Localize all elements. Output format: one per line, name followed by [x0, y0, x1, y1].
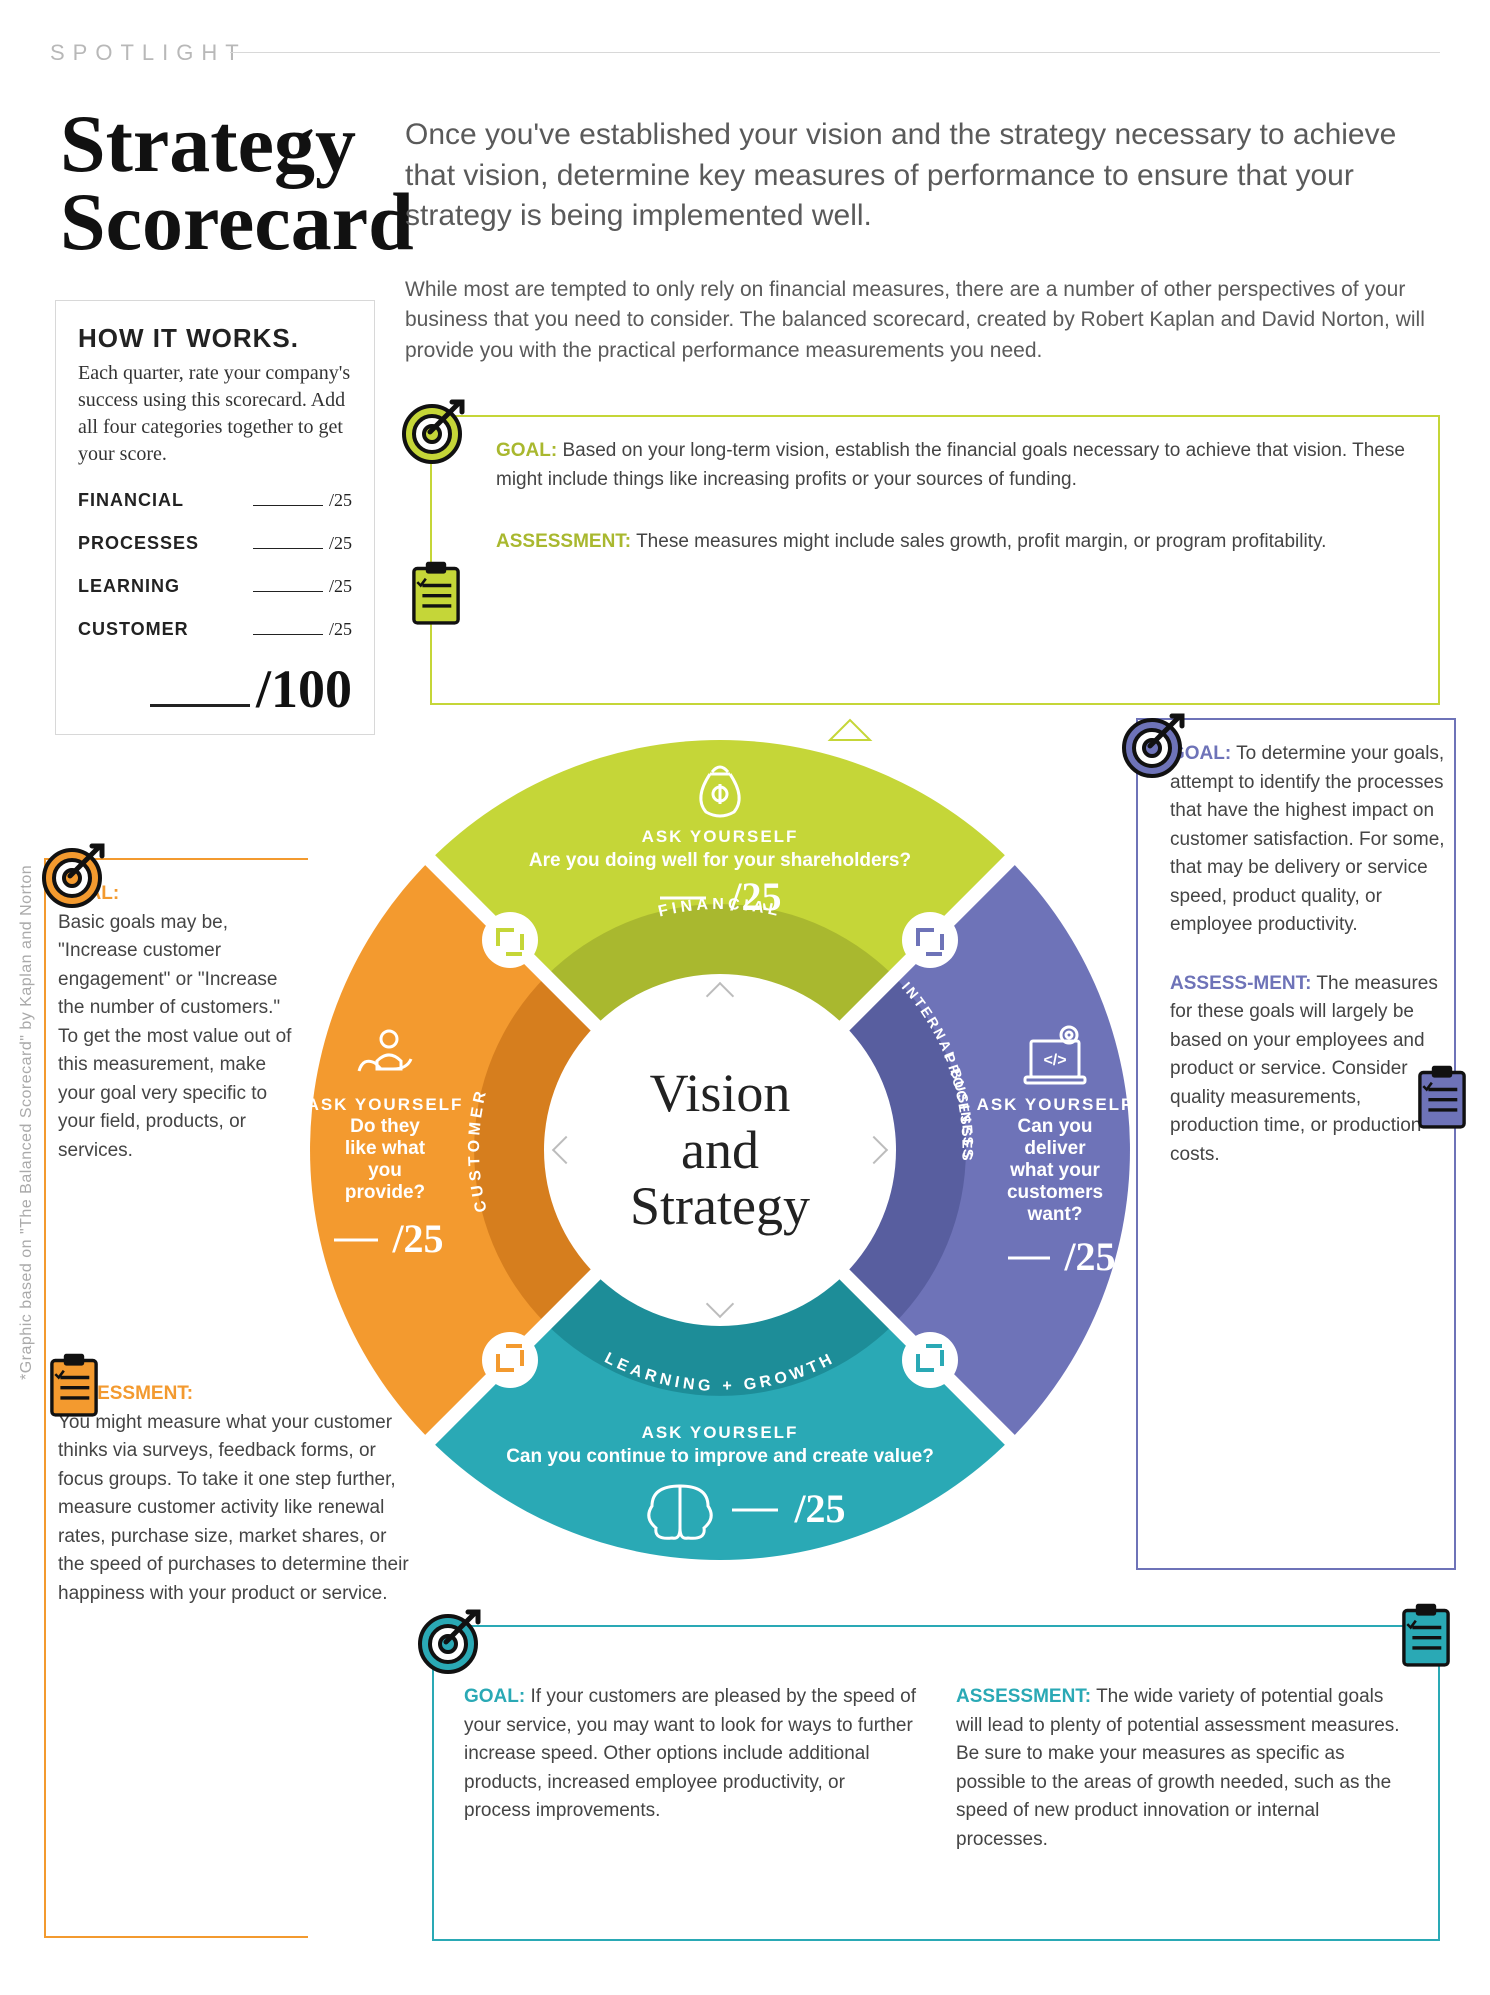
- svg-text:Do they: Do they: [350, 1116, 420, 1137]
- svg-text:ASK YOURSELF: ASK YOURSELF: [307, 1095, 464, 1114]
- header-divider: [230, 52, 1440, 53]
- score-max: /25: [253, 533, 352, 554]
- svg-text:like what: like what: [345, 1138, 426, 1159]
- page: SPOTLIGHT Strategy Scorecard Once you've…: [0, 0, 1490, 1995]
- svg-text:you: you: [368, 1160, 402, 1181]
- svg-text:ASK YOURSELF: ASK YOURSELF: [977, 1095, 1134, 1114]
- graphic-credit: *Graphic based on "The Balanced Scorecar…: [18, 865, 36, 1380]
- bracket-bottom-right: [902, 1332, 958, 1388]
- score-max: /25: [253, 490, 352, 511]
- callout-pointer-financial: [830, 720, 870, 740]
- clipboard-icon: [1408, 1064, 1476, 1132]
- score-label: LEARNING: [78, 576, 180, 597]
- svg-text:/25: /25: [729, 874, 781, 919]
- score-label: FINANCIAL: [78, 490, 184, 511]
- svg-text:want?: want?: [1027, 1204, 1083, 1225]
- bracket-top-right: [902, 912, 958, 968]
- bracket-bottom-left: [482, 1332, 538, 1388]
- scorecard-wheel: FINANCIAL LEARNING + GROWTH CUSTOMER INT…: [290, 720, 1150, 1580]
- callout-customer: GOAL: Basic goals may be, "Increase cust…: [58, 880, 298, 1165]
- target-icon: [416, 1608, 484, 1676]
- how-copy: Each quarter, rate your company's succes…: [78, 360, 352, 468]
- score-label: CUSTOMER: [78, 619, 189, 640]
- score-row-learning: LEARNING /25: [78, 576, 352, 597]
- target-icon: [1120, 712, 1188, 780]
- svg-text:ASK YOURSELF: ASK YOURSELF: [642, 827, 799, 846]
- clipboard-icon: [40, 1352, 108, 1420]
- score-row-processes: PROCESSES /25: [78, 533, 352, 554]
- svg-text:ASK YOURSELF: ASK YOURSELF: [642, 1423, 799, 1442]
- spotlight-label: SPOTLIGHT: [50, 40, 247, 66]
- callout-financial: GOAL: Based on your long-term vision, es…: [430, 415, 1440, 705]
- target-icon: [40, 842, 108, 910]
- svg-text:</>: </>: [1043, 1052, 1066, 1069]
- svg-text:/25: /25: [391, 1216, 443, 1261]
- how-it-works-box: HOW IT WORKS. Each quarter, rate your co…: [55, 300, 375, 735]
- svg-text:Can you: Can you: [1018, 1116, 1093, 1137]
- svg-text:customers: customers: [1007, 1182, 1103, 1203]
- page-title: Strategy Scorecard: [60, 105, 414, 261]
- clipboard-icon: [1392, 1602, 1460, 1670]
- score-max: /25: [253, 619, 352, 640]
- svg-text:/25: /25: [1063, 1234, 1115, 1279]
- callout-learning: GOAL: If your customers are pleased by t…: [432, 1625, 1440, 1941]
- score-total: /100: [78, 662, 352, 716]
- how-heading: HOW IT WORKS.: [78, 323, 352, 354]
- svg-text:Can you continue to improve an: Can you continue to improve and create v…: [506, 1446, 934, 1467]
- title-line-2: Scorecard: [60, 176, 414, 267]
- score-label: PROCESSES: [78, 533, 199, 554]
- intro-text: Once you've established your vision and …: [405, 115, 1435, 237]
- target-icon: [400, 398, 468, 466]
- callout-customer-assess: ASSESSMENT: You might measure what your …: [58, 1380, 418, 1608]
- svg-text:provide?: provide?: [345, 1182, 425, 1203]
- score-max: /25: [253, 576, 352, 597]
- score-row-customer: CUSTOMER /25: [78, 619, 352, 640]
- svg-text:/25: /25: [793, 1486, 845, 1531]
- clipboard-icon: [402, 560, 470, 628]
- svg-text:what your: what your: [1009, 1160, 1100, 1181]
- bracket-top-left: [482, 912, 538, 968]
- svg-text:Are you doing well for your sh: Are you doing well for your shareholders…: [529, 850, 911, 871]
- center-circle: [544, 974, 896, 1326]
- svg-text:deliver: deliver: [1024, 1138, 1086, 1159]
- subintro-text: While most are tempted to only rely on f…: [405, 275, 1435, 366]
- score-row-financial: FINANCIAL /25: [78, 490, 352, 511]
